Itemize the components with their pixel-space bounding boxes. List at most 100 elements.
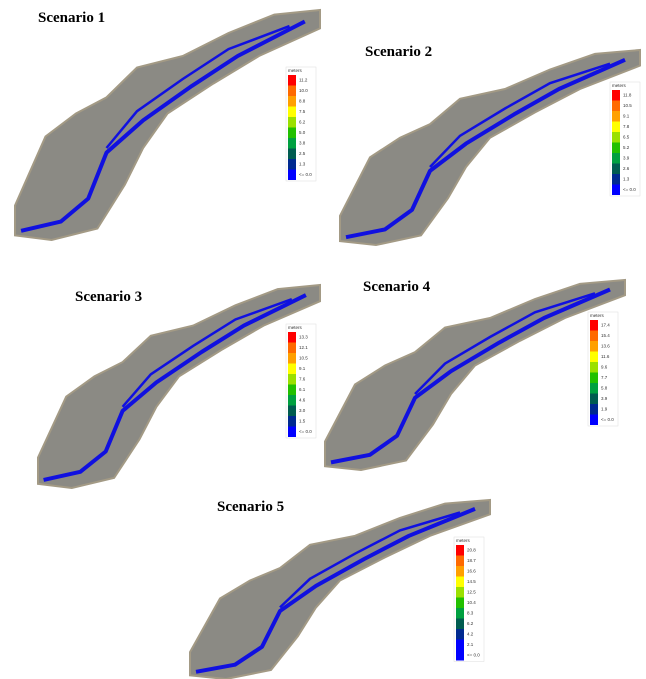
legend-swatch (612, 153, 620, 164)
legend-label: 13.6 (601, 343, 610, 348)
legend-swatch (612, 122, 620, 133)
legend-unit: meters (590, 313, 605, 318)
legend-swatch (456, 608, 464, 619)
legend-label: 3.8 (299, 140, 306, 145)
legend-swatch (456, 556, 464, 567)
legend-swatch (288, 364, 296, 375)
legend-swatch (288, 343, 296, 354)
legend-label: 11.8 (623, 92, 632, 97)
legend-label: 9.1 (623, 113, 630, 118)
legend-swatch (288, 170, 296, 181)
legend-swatch (456, 619, 464, 630)
legend-swatch (612, 132, 620, 143)
legend-label: 7.5 (299, 109, 306, 114)
legend-swatch (288, 149, 296, 160)
legend-label: 2.6 (623, 166, 630, 171)
terrain (38, 285, 320, 488)
legend-swatch (590, 362, 598, 373)
panel-title: Scenario 2 (365, 44, 432, 60)
legend-label: <= 0.0 (467, 652, 480, 657)
legend-label: 1.5 (299, 418, 306, 423)
legend-swatch (288, 406, 296, 417)
legend-label: 8.8 (299, 98, 306, 103)
legend-label: <= 0.0 (299, 172, 312, 177)
legend-swatch (456, 587, 464, 598)
legend-swatch (590, 331, 598, 342)
legend-label: 5.8 (601, 385, 608, 390)
legend-swatch (612, 174, 620, 185)
legend-swatch (456, 650, 464, 661)
legend-label: 7.6 (299, 376, 306, 381)
legend-swatch (288, 332, 296, 343)
legend-swatch (456, 566, 464, 577)
legend-label: 11.6 (601, 354, 610, 359)
legend-swatch (590, 320, 598, 331)
legend-label: 6.1 (299, 387, 306, 392)
legend-label: 5.0 (299, 130, 306, 135)
legend-swatch (590, 394, 598, 405)
figure: Scenario 1meters11.210.08.87.56.25.03.82… (0, 0, 646, 679)
legend-swatch (612, 164, 620, 175)
legend-label: 6.5 (623, 134, 630, 139)
legend-swatch (590, 352, 598, 363)
legend-swatch (288, 395, 296, 406)
legend-label: 13.3 (299, 334, 308, 339)
legend-swatch (288, 416, 296, 427)
panel-title: Scenario 1 (38, 10, 105, 26)
legend-swatch (288, 374, 296, 385)
legend-unit: meters (612, 83, 627, 88)
legend-unit: meters (288, 325, 303, 330)
legend-label: 11.2 (299, 77, 308, 82)
terrain (340, 50, 640, 245)
legend-label: 5.2 (623, 145, 630, 150)
legend-swatch (612, 185, 620, 196)
legend-label: 16.6 (467, 568, 476, 573)
legend-label: 7.8 (623, 124, 630, 129)
legend-label: 7.7 (601, 375, 608, 380)
legend-unit: meters (288, 68, 303, 73)
legend-swatch (288, 353, 296, 364)
legend-label: <= 0.0 (601, 417, 614, 422)
legend-swatch (288, 117, 296, 128)
legend-label: 2.5 (299, 151, 306, 156)
panel: Scenario 1meters11.210.08.87.56.25.03.82… (15, 10, 320, 240)
legend-label: 3.9 (623, 155, 630, 160)
terrain (190, 500, 490, 679)
legend-swatch (288, 385, 296, 396)
legend-label: 6.2 (467, 621, 474, 626)
legend-swatch (288, 75, 296, 86)
terrain (15, 10, 320, 240)
legend-swatch (288, 427, 296, 438)
legend-label: 10.4 (467, 600, 476, 605)
legend-swatch (590, 373, 598, 384)
legend-swatch (590, 383, 598, 394)
legend-label: 10.5 (299, 355, 308, 360)
panel: Scenario 4meters17.415.413.611.69.67.75.… (325, 279, 625, 470)
legend-swatch (612, 101, 620, 112)
legend-label: 18.7 (467, 558, 476, 563)
legend-label: 17.4 (601, 322, 610, 327)
legend-label: 15.4 (601, 333, 610, 338)
legend-swatch (288, 86, 296, 97)
legend-swatch (612, 90, 620, 101)
panel-title: Scenario 3 (75, 289, 142, 305)
legend-label: 4.6 (299, 397, 306, 402)
panel: Scenario 5meters20.818.716.614.512.510.4… (190, 499, 490, 679)
legend-swatch (288, 138, 296, 149)
legend-swatch (288, 96, 296, 107)
terrain (325, 280, 625, 470)
legend-swatch (590, 415, 598, 426)
legend-label: 12.1 (299, 345, 308, 350)
legend-swatch (456, 629, 464, 640)
legend-label: <= 0.0 (299, 429, 312, 434)
legend-swatch (590, 404, 598, 415)
legend-swatch (288, 159, 296, 170)
legend-label: <= 0.0 (623, 187, 636, 192)
legend-label: 20.8 (467, 547, 476, 552)
panel: Scenario 2meters11.810.59.17.86.55.23.92… (340, 44, 640, 245)
panel: Scenario 3meters13.312.110.59.17.66.14.6… (38, 285, 320, 488)
legend-swatch (288, 128, 296, 139)
legend-swatch (456, 577, 464, 588)
legend-swatch (456, 640, 464, 651)
legend-swatch (288, 107, 296, 118)
